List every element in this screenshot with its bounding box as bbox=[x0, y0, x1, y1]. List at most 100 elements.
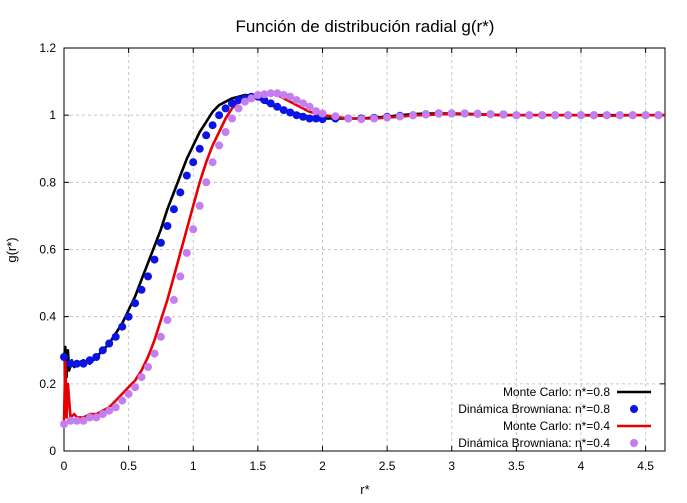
y-tick-label: 0.2 bbox=[39, 377, 56, 391]
series-point bbox=[150, 255, 159, 264]
series-point bbox=[169, 205, 178, 214]
series-point bbox=[357, 115, 366, 124]
series-point bbox=[447, 109, 456, 118]
series-point bbox=[144, 363, 152, 371]
series-point bbox=[486, 110, 495, 119]
series-point bbox=[72, 359, 81, 368]
series-point bbox=[215, 141, 224, 150]
series-point bbox=[564, 111, 573, 120]
series-point bbox=[131, 383, 140, 392]
series-point bbox=[292, 96, 301, 105]
series-point bbox=[131, 299, 140, 308]
series-point bbox=[615, 111, 624, 120]
series-point bbox=[182, 171, 191, 180]
series-point bbox=[383, 113, 392, 122]
x-tick-label: 2.5 bbox=[379, 459, 396, 473]
legend-point-swatch bbox=[630, 405, 638, 413]
series-point bbox=[499, 110, 508, 119]
series-point bbox=[240, 97, 249, 106]
y-tick-label: 1 bbox=[49, 108, 56, 122]
series-line bbox=[62, 93, 665, 379]
x-tick-label: 0 bbox=[61, 459, 68, 473]
series-point bbox=[169, 295, 178, 304]
series-point bbox=[318, 115, 327, 124]
series-point bbox=[434, 109, 443, 118]
series-point bbox=[260, 96, 269, 105]
series-point bbox=[247, 94, 256, 103]
y-tick-label: 0.6 bbox=[39, 243, 56, 257]
series-point bbox=[124, 312, 133, 321]
series-point bbox=[234, 104, 243, 113]
series-point bbox=[370, 114, 379, 123]
series-point bbox=[602, 111, 611, 120]
series-point bbox=[286, 108, 295, 117]
legend: Monte Carlo: n*=0.8 Dinámica Browniana: n… bbox=[458, 385, 651, 450]
series-point bbox=[111, 403, 120, 412]
x-tick-label: 1.5 bbox=[250, 459, 267, 473]
series-point bbox=[105, 339, 114, 348]
series-point bbox=[92, 353, 101, 361]
series-point bbox=[137, 285, 146, 294]
series-point bbox=[292, 111, 301, 120]
chart-title: Función de distribución radial g(r*) bbox=[236, 17, 495, 36]
series-point bbox=[577, 111, 585, 120]
series-point bbox=[299, 99, 308, 108]
series-point bbox=[111, 332, 120, 341]
series-point bbox=[118, 396, 127, 405]
series-point bbox=[124, 389, 133, 398]
series-point bbox=[253, 91, 262, 99]
series-point bbox=[85, 356, 94, 365]
series-point bbox=[473, 109, 482, 118]
series-point bbox=[305, 102, 314, 111]
series-point bbox=[195, 144, 204, 153]
series-point bbox=[60, 420, 68, 429]
series-point bbox=[79, 416, 88, 425]
series-point bbox=[286, 92, 295, 101]
x-tick-label: 2 bbox=[319, 459, 326, 473]
series-point bbox=[150, 349, 159, 358]
series-point bbox=[202, 178, 211, 187]
series-point bbox=[305, 114, 314, 123]
legend-label: Monte Carlo: n*=0.4 bbox=[503, 419, 610, 433]
series-point bbox=[195, 201, 204, 210]
series-point bbox=[221, 104, 230, 113]
series-point bbox=[279, 106, 288, 115]
axis-ticks: 0 0.5 1 1.5 2 2.5 3 3.5 4 4.5 0 0.2 0.4 0.6 0.8 1 1.2 bbox=[39, 41, 665, 473]
series-point bbox=[72, 416, 81, 425]
series-point bbox=[176, 272, 185, 281]
series-point bbox=[641, 111, 650, 120]
series-point bbox=[273, 89, 282, 98]
y-tick-label: 1.2 bbox=[39, 41, 56, 55]
series-point bbox=[318, 109, 327, 118]
series-point bbox=[551, 111, 560, 120]
y-tick-label: 0 bbox=[49, 444, 56, 458]
series-point bbox=[137, 373, 146, 382]
series-layer bbox=[60, 89, 665, 429]
x-tick-label: 4.5 bbox=[637, 459, 654, 473]
legend-label: Monte Carlo: n*=0.8 bbox=[503, 385, 610, 399]
x-axis-label: r* bbox=[360, 482, 369, 497]
series-point bbox=[189, 225, 198, 234]
series-point bbox=[202, 131, 211, 140]
series-point bbox=[273, 102, 282, 111]
series-point bbox=[66, 416, 75, 425]
y-tick-label: 0.4 bbox=[39, 310, 56, 324]
series-point bbox=[118, 322, 127, 331]
x-tick-label: 4 bbox=[578, 459, 585, 473]
series-point bbox=[460, 109, 469, 118]
series-point bbox=[654, 111, 663, 120]
series-point bbox=[228, 99, 236, 108]
legend-point-swatch bbox=[630, 439, 638, 447]
series-point bbox=[208, 158, 217, 167]
series-point bbox=[92, 413, 101, 422]
series-point bbox=[221, 128, 230, 136]
series-point bbox=[312, 107, 320, 116]
series-point bbox=[299, 112, 308, 121]
legend-label: Dinámica Browniana: n*=0.4 bbox=[458, 436, 610, 450]
series-point bbox=[396, 112, 404, 121]
series-point bbox=[98, 346, 107, 355]
series-point bbox=[628, 111, 637, 120]
series-point bbox=[208, 121, 217, 130]
